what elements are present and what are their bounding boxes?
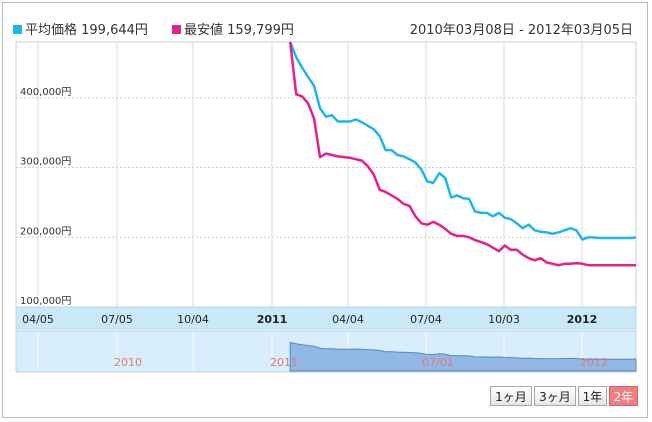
y-axis: 400,000円 300,000円 200,000円 100,000円: [20, 87, 71, 307]
series-line-average: [289, 41, 637, 241]
plot-area: [15, 41, 637, 308]
x-axis-band: [15, 306, 637, 330]
range-button-1year[interactable]: 1年: [578, 386, 607, 406]
x-tick-label: 07/04: [410, 313, 442, 326]
navigator-area: [289, 341, 637, 372]
y-tick-label: 100,000円: [20, 296, 71, 307]
navigator-label: 2012: [580, 356, 608, 369]
x-tick-label: 10/03: [488, 313, 520, 326]
range-button-1month[interactable]: 1ヶ月: [490, 386, 532, 406]
x-tick-label: 2011: [257, 313, 288, 326]
x-tick-label: 2012: [567, 313, 598, 326]
range-button-2year[interactable]: 2年: [609, 386, 638, 406]
y-tick-label: 300,000円: [20, 157, 71, 168]
x-tick-label: 04/04: [332, 313, 364, 326]
range-button-3month[interactable]: 3ヶ月: [534, 386, 576, 406]
x-tick-label: 07/05: [101, 313, 133, 326]
legend-avg-swatch: [13, 25, 22, 34]
navigator-label: 2010: [114, 356, 142, 369]
x-axis: 04/05 07/05 10/04 2011 04/04 07/04 10/03 2012: [22, 313, 597, 326]
navigator-labels: 2010 2011 07/01 2012: [114, 356, 608, 369]
date-range: 2010年03月08日 - 2012年03月05日: [410, 23, 633, 38]
legend-avg-label: 平均価格 199,644円: [25, 22, 148, 38]
navigator-label: 2011: [270, 356, 298, 369]
legend-min-swatch: [172, 25, 181, 34]
y-tick-label: 200,000円: [20, 226, 71, 237]
chart-frame: 平均価格 199,644円 最安値 159,799円 2010年03月08日 -…: [2, 2, 648, 418]
x-tick-label: 04/05: [22, 313, 54, 326]
series-line-minimum: [288, 41, 636, 267]
y-tick-label: 400,000円: [20, 87, 71, 98]
x-tick-label: 10/04: [177, 313, 209, 326]
legend-min-label: 最安値 159,799円: [184, 22, 294, 38]
navigator-label: 07/01: [422, 356, 454, 369]
